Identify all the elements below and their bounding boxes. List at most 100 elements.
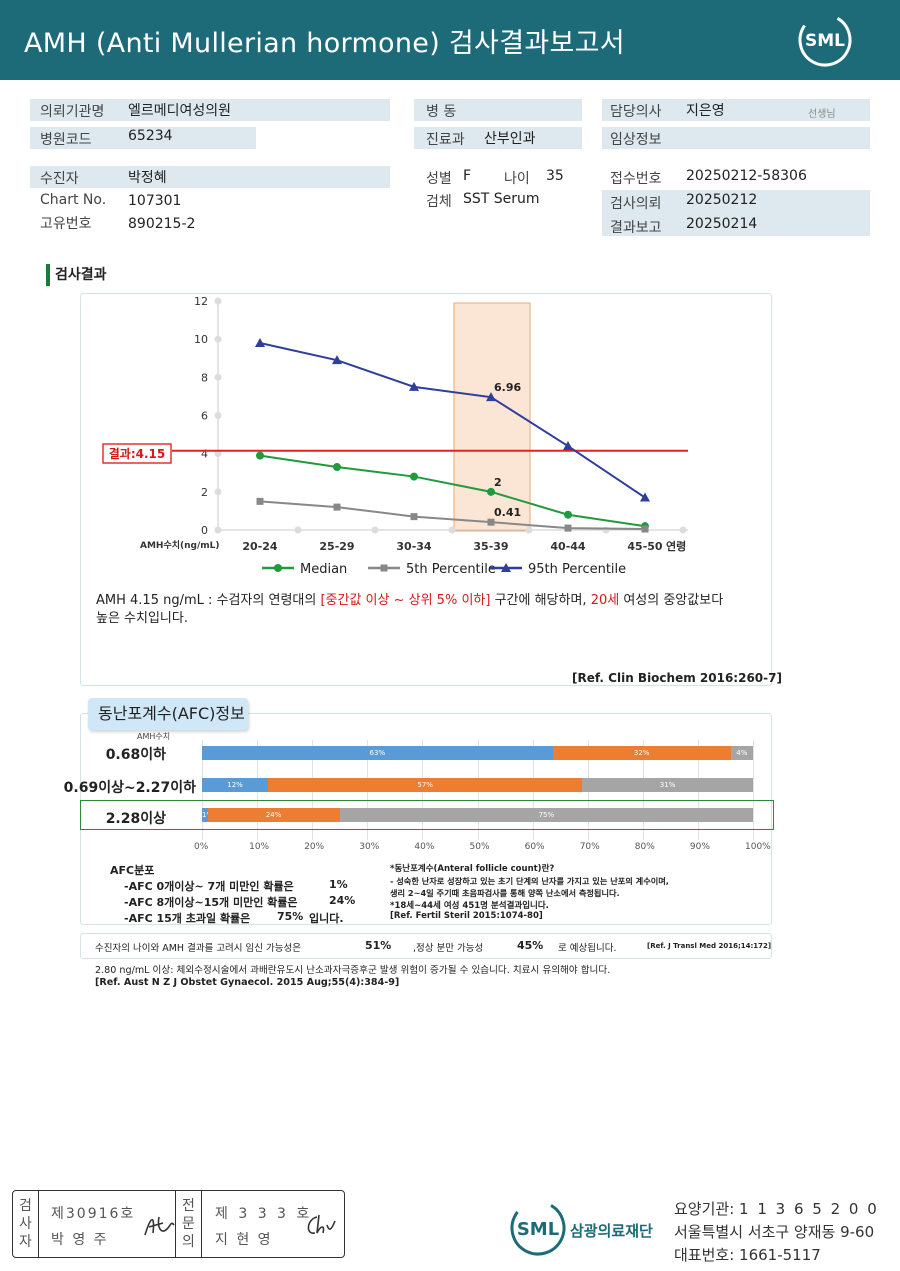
row-bar [414, 99, 582, 121]
interp-age: 20세 [590, 593, 620, 608]
institution-label: 요양기관: [674, 1200, 735, 1218]
report-title: AMH (Anti Mullerian hormone) 검사결과보고서 [24, 28, 625, 59]
afc-tick-label: 10% [249, 842, 270, 852]
afc-bar-segment: 31% [582, 778, 753, 792]
afc-note-line3: *18세~44세 여성 451명 분석결과입니다. [390, 901, 549, 911]
series-line [259, 342, 646, 499]
id-no-label: 고유번호 [40, 216, 92, 232]
series-line [259, 500, 646, 531]
afc-bar-segment: 57% [268, 778, 583, 792]
afc-bar: 63% 32% 4% [202, 746, 753, 760]
afc-tick-label: 100% [745, 842, 771, 852]
clinical-info-label: 임상정보 [610, 132, 662, 148]
y-tick-label: 4 [201, 448, 208, 461]
afc-dist3-text: -AFC 15개 초과일 확률은 [124, 912, 251, 925]
y-tick-label: 12 [194, 295, 208, 308]
phone-no: 1661-5117 [739, 1246, 821, 1264]
footer-org-name: 삼광의료재단 [570, 1222, 653, 1240]
department-value: 산부인과 [484, 131, 536, 147]
afc-dist3-tail: 입니다. [309, 912, 344, 925]
phone-label: 대표번호: [674, 1246, 735, 1264]
inspector-license: 제30916호 [51, 1206, 136, 1222]
patient-label: 수진자 [40, 171, 79, 187]
footer-address: 서울특별시 서초구 양재동 9-60 [674, 1223, 875, 1241]
afc-row-label: 0.68이하 [105, 747, 166, 763]
interp-a: AMH 4.15 ng/mL : 수검자의 연령대의 [96, 593, 321, 608]
x-tick-label: 25-29 [319, 540, 354, 553]
x-tick-dot [525, 526, 533, 534]
interpretation-line1: AMH 4.15 ng/mL : 수검자의 연령대의 [중간값 이상 ~ 상위 … [96, 589, 723, 608]
report-date-value: 20250214 [686, 216, 758, 232]
data-point [564, 524, 572, 532]
x-tick-dot [294, 526, 302, 534]
data-point [487, 487, 495, 496]
sml-logo-icon: SML [798, 13, 852, 67]
afc-dist1-value: 1% [329, 878, 348, 891]
data-point [409, 381, 419, 391]
data-label: 0.41 [494, 506, 521, 519]
y-tick-dot [214, 335, 222, 343]
referring-org-label: 의뢰기관명 [40, 104, 105, 120]
afc-tick-label: 0% [194, 842, 209, 852]
specialist-signature-icon [307, 1214, 336, 1234]
highlight-band [453, 302, 531, 532]
afc-note-title: *동난포계수(Anteral follicle count)란? [390, 864, 555, 874]
afc-bar-segment: 75% [339, 808, 753, 822]
sex-label: 성별 [426, 171, 452, 187]
y-tick-dot [214, 526, 222, 534]
afc-note-line2: 생리 2~4일 주기때 초음파검사를 통해 양쪽 난소에서 측정됩니다. [390, 888, 620, 898]
afc-bar-segment: 24% [207, 808, 340, 822]
interpretation-ref: [Ref. Clin Biochem 2016:260-7] [572, 671, 782, 685]
data-point [640, 492, 650, 502]
ohss-warning: 2.80 ng/mL 이상: 체외수정시술에서 과배란유도시 난소과자극증후군 … [95, 965, 611, 976]
row-bar [414, 127, 582, 149]
data-label: 6.96 [494, 381, 521, 394]
y-tick-label: 10 [194, 333, 208, 346]
afc-bar-segment: 4% [730, 746, 753, 760]
y-axis-label: AMH수치(ng/mL) [140, 539, 220, 551]
institution-no: 1 1 3 6 5 2 0 0 [739, 1200, 879, 1218]
afc-dist-row1: -AFC 0개이상~ 7개 미만인 확률은 [124, 878, 294, 894]
afc-note-line1: - 성숙한 난자로 성장하고 있는 초기 단계의 난자를 가지고 있는 난포의 … [390, 876, 669, 886]
ward-label: 병 동 [426, 104, 457, 120]
receipt-no-label: 접수번호 [610, 171, 662, 187]
pregnancy-text-c: 로 예상됩니다. [558, 943, 617, 954]
footer-logo-text: SML [517, 1219, 559, 1240]
signature-box: 검사자 제30916호 박 영 주 전문의 제 3 3 3 호 지 현 영 [12, 1190, 345, 1258]
row-bar [30, 166, 390, 188]
specimen-value: SST Serum [463, 191, 540, 207]
legend-marker [274, 564, 282, 572]
afc-dist1-text: -AFC 0개이상~ 7개 미만인 확률은 [124, 880, 294, 893]
department-label: 진료과 [426, 132, 465, 148]
x-tick-label: 35-39 [473, 540, 508, 553]
data-point [487, 518, 495, 526]
section-title: 검사결과 [46, 264, 107, 286]
x-axis-suffix: 연령 [666, 539, 686, 553]
afc-gridline [753, 740, 754, 840]
specialist-label: 전문의 [182, 1198, 195, 1250]
data-point [641, 525, 649, 533]
data-point [332, 355, 342, 365]
legend-label: 5th Percentile [406, 562, 496, 577]
legend-marker [380, 564, 388, 572]
data-point [486, 392, 496, 402]
afc-bar: 1%24%75% [202, 808, 753, 822]
series-line [259, 454, 646, 528]
chart-panel [80, 293, 772, 686]
data-label: 2 [494, 476, 502, 489]
referring-org-value: 엘르메디여성의원 [128, 103, 232, 119]
y-tick-dot [214, 297, 222, 305]
age-label: 나이 [504, 171, 530, 187]
inspector-label-cell: 검사자 [13, 1191, 39, 1257]
interpretation-line2: 높은 수치입니다. [96, 611, 188, 626]
afc-tab-title: 동난포계수(AFC)정보 [88, 698, 248, 730]
specialist-name: 지 현 영 [215, 1232, 273, 1248]
y-tick-label: 0 [201, 524, 208, 537]
doctor-label: 담당의사 [610, 104, 662, 120]
request-date-label: 검사의뢰 [610, 196, 662, 212]
footer-institution: 요양기관: 1 1 3 6 5 2 0 0 [674, 1198, 879, 1219]
footer-sml-logo-icon: SML [510, 1200, 566, 1256]
afc-tick-label: 30% [359, 842, 380, 852]
interp-e: 여성의 중앙값보다 [619, 593, 724, 608]
afc-axis-caption: AMH수치 [137, 732, 171, 741]
